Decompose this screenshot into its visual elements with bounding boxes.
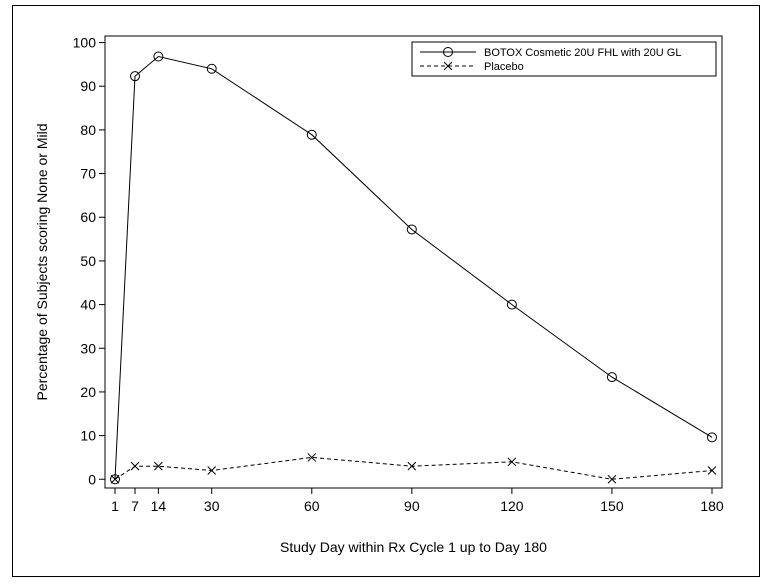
placebo-point bbox=[207, 466, 217, 475]
x-marker-stroke bbox=[407, 461, 417, 471]
placebo-point bbox=[707, 466, 717, 475]
y-tick-label: 90 bbox=[80, 78, 96, 94]
botox-point bbox=[206, 63, 217, 74]
y-axis-title: Percentage of Subjects scoring None or M… bbox=[34, 123, 50, 400]
series-lines bbox=[114, 55, 713, 480]
botox-point bbox=[706, 432, 717, 443]
placebo-point bbox=[154, 461, 163, 471]
series-line-botox bbox=[114, 55, 713, 480]
x-marker-stroke bbox=[443, 61, 453, 71]
axes-group: 0 10 20 30 40 50 60 70 80 90 100 1 7 14 30 60 90 120 150 18… bbox=[73, 35, 724, 514]
y-tick-label: 20 bbox=[80, 384, 96, 400]
x-axis-title: Study Day within Rx Cycle 1 up to Day 18… bbox=[280, 539, 547, 555]
placebo-point bbox=[130, 461, 140, 471]
placebo-point bbox=[307, 453, 317, 462]
x-marker-stroke bbox=[307, 453, 317, 462]
x-marker-stroke bbox=[130, 461, 140, 471]
plot-area-border bbox=[104, 35, 723, 489]
series-line-placebo bbox=[114, 456, 713, 480]
legend-label: Placebo bbox=[484, 61, 524, 73]
legend-label: BOTOX Cosmetic 20U FHL with 20U GL bbox=[484, 47, 681, 59]
botox-point bbox=[606, 372, 617, 383]
botox-point bbox=[406, 224, 417, 235]
legend: BOTOX Cosmetic 20U FHL with 20U GL Placeb… bbox=[411, 41, 717, 77]
placebo-point bbox=[507, 457, 517, 467]
y-tick-label: 10 bbox=[80, 428, 96, 444]
legend-marker bbox=[443, 61, 453, 71]
x-tick-label: 150 bbox=[600, 498, 624, 514]
x-marker-stroke bbox=[707, 466, 717, 475]
botox-point bbox=[110, 474, 121, 485]
x-tick-label: 30 bbox=[204, 498, 220, 514]
x-tick-label: 7 bbox=[131, 498, 139, 514]
x-tick-label: 120 bbox=[500, 498, 524, 514]
x-tick-label: 14 bbox=[151, 498, 167, 514]
series-markers bbox=[110, 51, 717, 485]
y-tick-label: 40 bbox=[80, 297, 96, 313]
y-tick-label: 50 bbox=[80, 253, 96, 269]
y-tick-label: 70 bbox=[80, 166, 96, 182]
x-marker-stroke bbox=[154, 461, 163, 471]
y-tick-label: 30 bbox=[80, 340, 96, 356]
placebo-point bbox=[407, 461, 417, 471]
botox-point bbox=[306, 129, 317, 140]
placebo-point bbox=[607, 474, 617, 484]
x-tick-label: 90 bbox=[404, 498, 420, 514]
botox-point bbox=[153, 51, 164, 62]
legend-box bbox=[411, 41, 717, 77]
x-tick-label: 60 bbox=[304, 498, 320, 514]
y-tick-label: 80 bbox=[80, 122, 96, 138]
placebo-point bbox=[110, 474, 120, 484]
x-tick-label: 180 bbox=[700, 498, 724, 514]
legend-marker bbox=[443, 47, 453, 57]
y-tick-label: 60 bbox=[80, 209, 96, 225]
y-tick-label: 0 bbox=[88, 471, 96, 487]
x-marker-stroke bbox=[507, 457, 517, 467]
chart-frame bbox=[12, 5, 760, 577]
y-tick-label: 100 bbox=[73, 35, 97, 51]
botox-point bbox=[506, 299, 517, 310]
botox-point bbox=[130, 71, 141, 82]
x-marker-stroke bbox=[207, 466, 217, 475]
x-tick-label: 1 bbox=[111, 498, 119, 514]
x-marker-stroke bbox=[607, 474, 617, 484]
x-marker-stroke bbox=[110, 474, 120, 484]
